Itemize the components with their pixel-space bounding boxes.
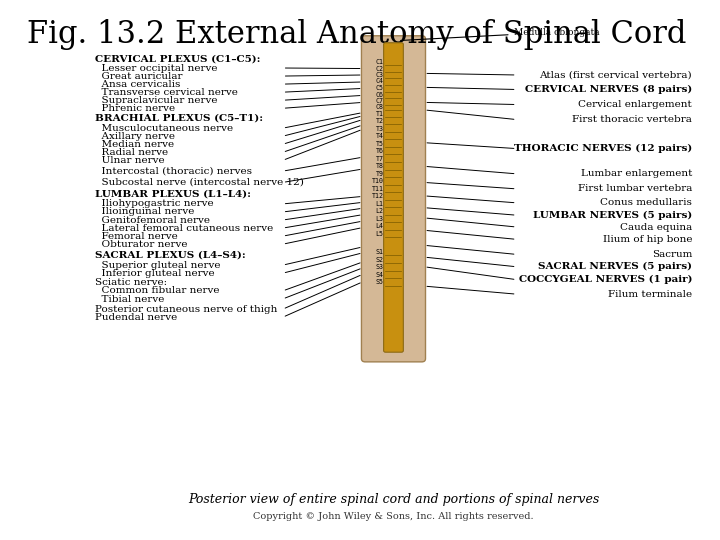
Text: C4: C4	[376, 78, 384, 84]
Text: SACRAL NERVES (5 pairs): SACRAL NERVES (5 pairs)	[538, 262, 692, 271]
Text: T7: T7	[376, 156, 384, 162]
Text: LUMBAR PLEXUS (L1–L4):: LUMBAR PLEXUS (L1–L4):	[95, 189, 251, 198]
Text: C3: C3	[376, 72, 384, 78]
Text: Filum terminale: Filum terminale	[608, 289, 692, 299]
FancyBboxPatch shape	[361, 36, 426, 362]
Text: T5: T5	[376, 141, 384, 147]
Text: Conus medullaris: Conus medullaris	[600, 198, 692, 207]
Text: CERVICAL PLEXUS (C1–C5):: CERVICAL PLEXUS (C1–C5):	[95, 55, 261, 63]
Text: Posterior cutaneous nerve of thigh: Posterior cutaneous nerve of thigh	[95, 305, 277, 314]
Text: C6: C6	[376, 92, 384, 98]
Text: Transverse cervical nerve: Transverse cervical nerve	[95, 87, 238, 97]
Text: First thoracic vertebra: First thoracic vertebra	[572, 115, 692, 124]
Text: Lateral femoral cutaneous nerve: Lateral femoral cutaneous nerve	[95, 224, 273, 233]
Text: Atlas (first cervical vertebra): Atlas (first cervical vertebra)	[539, 71, 692, 79]
Text: Musculocutaneous nerve: Musculocutaneous nerve	[95, 124, 233, 133]
Text: SACRAL PLEXUS (L4–S4):: SACRAL PLEXUS (L4–S4):	[95, 251, 246, 260]
Text: Superior gluteal nerve: Superior gluteal nerve	[95, 261, 220, 269]
Text: C5: C5	[376, 85, 384, 91]
Text: Obturator nerve: Obturator nerve	[95, 240, 187, 249]
Text: S5: S5	[376, 279, 384, 285]
Text: Femoral nerve: Femoral nerve	[95, 232, 178, 241]
Text: Subcostal nerve (intercostal nerve 12): Subcostal nerve (intercostal nerve 12)	[95, 178, 304, 187]
Text: T11: T11	[372, 186, 384, 192]
Text: Great auricular: Great auricular	[95, 72, 182, 80]
Text: BRACHIAL PLEXUS (C5–T1):: BRACHIAL PLEXUS (C5–T1):	[95, 114, 263, 123]
Text: Fig. 13.2 External Anatomy of Spinal Cord: Fig. 13.2 External Anatomy of Spinal Cor…	[27, 18, 686, 50]
Text: Common fibular nerve: Common fibular nerve	[95, 286, 220, 295]
Text: Ilioinguinal nerve: Ilioinguinal nerve	[95, 207, 194, 217]
Text: First lumbar vertebra: First lumbar vertebra	[577, 184, 692, 193]
Text: T8: T8	[376, 163, 384, 170]
Text: T4: T4	[376, 133, 384, 139]
Text: Lumbar enlargement: Lumbar enlargement	[581, 170, 692, 178]
Text: Supraclavicular nerve: Supraclavicular nerve	[95, 96, 217, 105]
Text: Sciatic nerve:: Sciatic nerve:	[95, 278, 167, 287]
Text: Cauda equina: Cauda equina	[620, 222, 692, 232]
Text: C2: C2	[376, 65, 384, 71]
Text: C7: C7	[376, 98, 384, 104]
Text: T6: T6	[376, 148, 384, 154]
Text: Ulnar nerve: Ulnar nerve	[95, 156, 164, 165]
Text: T2: T2	[376, 118, 384, 124]
Text: CERVICAL NERVES (8 pairs): CERVICAL NERVES (8 pairs)	[525, 85, 692, 94]
Text: L1: L1	[376, 201, 384, 207]
Text: COCCYGEAL NERVES (1 pair): COCCYGEAL NERVES (1 pair)	[518, 275, 692, 284]
Text: Posterior view of entire spinal cord and portions of spinal nerves: Posterior view of entire spinal cord and…	[188, 493, 599, 506]
Text: Genitofemoral nerve: Genitofemoral nerve	[95, 215, 210, 225]
Text: C1: C1	[376, 58, 384, 65]
Text: S3: S3	[376, 264, 384, 271]
Text: S1: S1	[376, 249, 384, 255]
Text: THORACIC NERVES (12 pairs): THORACIC NERVES (12 pairs)	[514, 144, 692, 153]
Text: L5: L5	[376, 231, 384, 237]
Text: Intercostal (thoracic) nerves: Intercostal (thoracic) nerves	[95, 167, 252, 176]
Text: T3: T3	[376, 126, 384, 132]
Text: Cervical enlargement: Cervical enlargement	[578, 100, 692, 109]
Text: Medulla oblongata: Medulla oblongata	[400, 28, 599, 40]
Text: LUMBAR NERVES (5 pairs): LUMBAR NERVES (5 pairs)	[533, 211, 692, 220]
Text: L3: L3	[376, 216, 384, 222]
Text: Median nerve: Median nerve	[95, 140, 174, 149]
Text: L4: L4	[376, 224, 384, 230]
Text: Ilium of hip bone: Ilium of hip bone	[603, 235, 692, 244]
Text: Pudendal nerve: Pudendal nerve	[95, 313, 177, 322]
Text: Iliohypogastric nerve: Iliohypogastric nerve	[95, 199, 213, 208]
Text: Inferior gluteal nerve: Inferior gluteal nerve	[95, 269, 215, 278]
Text: T12: T12	[372, 193, 384, 199]
Text: Radial nerve: Radial nerve	[95, 148, 168, 157]
Text: Copyright © John Wiley & Sons, Inc. All rights reserved.: Copyright © John Wiley & Sons, Inc. All …	[253, 511, 534, 521]
Text: T10: T10	[372, 178, 384, 184]
Text: L2: L2	[376, 208, 384, 214]
FancyBboxPatch shape	[384, 43, 403, 352]
Text: Phrenic nerve: Phrenic nerve	[95, 104, 175, 113]
Text: S4: S4	[376, 272, 384, 278]
Text: S2: S2	[376, 257, 384, 263]
Text: Sacrum: Sacrum	[652, 250, 692, 259]
Text: C8: C8	[376, 104, 384, 110]
Text: T9: T9	[376, 171, 384, 177]
Text: Tibial nerve: Tibial nerve	[95, 294, 164, 303]
Text: Ansa cervicalis: Ansa cervicalis	[95, 79, 180, 89]
Text: Axillary nerve: Axillary nerve	[95, 132, 175, 141]
Text: Lesser occipital nerve: Lesser occipital nerve	[95, 64, 217, 72]
Text: T1: T1	[376, 111, 384, 117]
